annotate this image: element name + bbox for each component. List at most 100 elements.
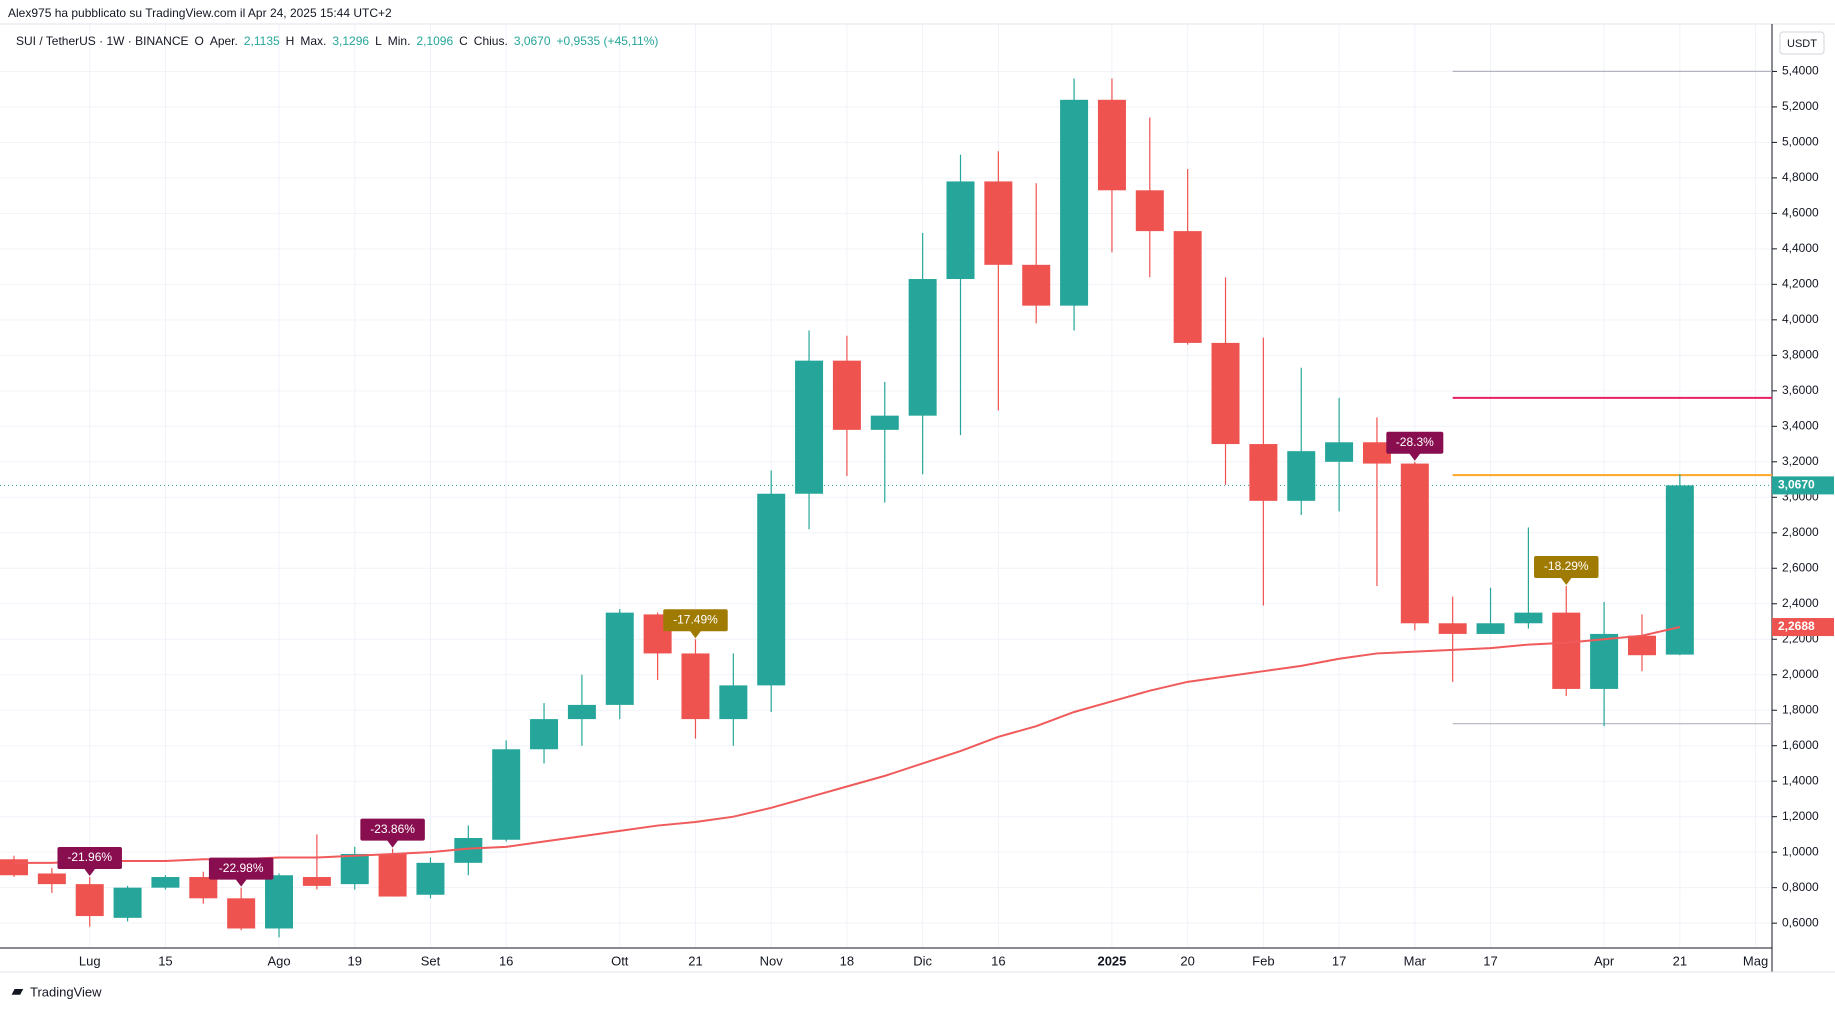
candle-body — [227, 898, 256, 929]
candle-body — [1362, 442, 1391, 464]
candle-body — [1287, 451, 1316, 501]
legend-value: 3,0670 — [514, 34, 551, 48]
annotation-box — [208, 857, 274, 880]
annotation-box — [360, 818, 425, 841]
candle-body — [37, 873, 66, 885]
annotation-box — [1386, 431, 1444, 454]
x-tick-label: 21 — [1673, 953, 1687, 968]
y-tick-label: 1,8000 — [1782, 702, 1819, 716]
price-badge-label: 3,0670 — [1778, 478, 1815, 492]
x-tick-label: Mar — [1404, 953, 1427, 968]
candle-body — [1249, 444, 1278, 501]
x-tick-label: 17 — [1483, 953, 1497, 968]
candle-body — [1173, 231, 1202, 343]
moving-average — [14, 626, 1681, 864]
legend-name: Aper. — [210, 34, 238, 48]
candle-body — [189, 877, 218, 899]
price-badge — [1772, 618, 1834, 637]
candle-body — [340, 853, 369, 885]
y-tick-label: 3,8000 — [1782, 347, 1819, 361]
x-tick-label: Ott — [611, 953, 629, 968]
space — [658, 34, 664, 48]
candle-body — [719, 685, 748, 720]
x-tick-label: Set — [421, 953, 441, 968]
candle-body — [1627, 635, 1656, 656]
y-tick-label: 4,6000 — [1782, 206, 1819, 220]
y-tick-label: 1,2000 — [1782, 809, 1819, 823]
y-tick-label: 5,4000 — [1782, 64, 1819, 78]
annotation-label: -17.49% — [673, 612, 718, 626]
x-tick-label: 18 — [840, 953, 854, 968]
legend-value: 2,1135 — [244, 34, 280, 48]
candle-body — [378, 853, 407, 897]
candle-body — [1211, 342, 1240, 445]
legend-key: C — [459, 34, 468, 48]
candle-body — [1135, 190, 1164, 232]
grid — [0, 24, 1772, 948]
x-tick-label: 16 — [991, 953, 1005, 968]
x-tick-label: Apr — [1594, 953, 1615, 968]
price-badge — [1772, 476, 1834, 495]
x-tick-label: Dic — [913, 953, 932, 968]
x-tick-label: 15 — [158, 953, 172, 968]
candle-body — [416, 862, 445, 895]
legend-name: Chius. — [474, 34, 508, 48]
candle-body — [302, 877, 331, 886]
legend-name: Max. — [300, 34, 326, 48]
candle-body — [0, 859, 28, 876]
currency-box[interactable] — [1779, 31, 1825, 55]
candle-body — [492, 749, 521, 840]
candle-body — [75, 884, 104, 917]
candle-body — [1514, 612, 1543, 624]
annotation-box — [57, 847, 122, 870]
candle-body — [1400, 463, 1429, 624]
footer-logo-icon: ▰ — [11, 983, 24, 999]
candle-body — [113, 887, 142, 918]
candle-body — [151, 877, 180, 888]
candle-body — [1325, 442, 1354, 462]
x-tick-label: 2025 — [1097, 953, 1126, 968]
candle-body — [1476, 623, 1505, 634]
footer: TradingView — [30, 984, 102, 999]
annotation-pointer — [83, 868, 96, 877]
price-badge-label: 2,2688 — [1778, 619, 1815, 633]
annotation-pointer — [689, 630, 702, 639]
annotation-box — [663, 609, 728, 632]
y-tick-label: 1,4000 — [1782, 773, 1819, 787]
legend-name: Min. — [388, 34, 411, 48]
candle-body — [265, 875, 294, 929]
y-tick-label: 4,8000 — [1782, 170, 1819, 184]
candle-body — [1665, 485, 1694, 655]
legend-symbol: SUI / TetherUS · 1W · BINANCE — [16, 34, 188, 48]
candle-body — [908, 279, 937, 416]
y-tick-label: 4,2000 — [1782, 277, 1819, 291]
candle-body — [946, 181, 975, 280]
y-tick-label: 2,6000 — [1782, 560, 1819, 574]
annotation-label: -22.98% — [219, 861, 264, 875]
y-tick-label: 1,0000 — [1782, 844, 1819, 858]
candle-body — [1590, 633, 1619, 689]
currency[interactable]: USDT — [1787, 38, 1817, 50]
annotation-label: -21.96% — [67, 850, 112, 864]
candle-body — [1097, 99, 1126, 191]
y-tick-label: 4,4000 — [1782, 241, 1819, 255]
annotation-pointer — [1408, 452, 1421, 461]
x-tick-label: 20 — [1180, 953, 1194, 968]
x-tick-label: Ago — [267, 953, 290, 968]
x-tick-label: 21 — [688, 953, 702, 968]
y-tick-label: 2,0000 — [1782, 667, 1819, 681]
annotation-pointer — [386, 839, 399, 848]
legend: SUI / TetherUS · 1W · BINANCE O Aper. 2,… — [16, 34, 664, 48]
y-tick-label: 5,0000 — [1782, 135, 1819, 149]
legend-value: 2,1096 — [416, 34, 453, 48]
candle-body — [757, 493, 786, 686]
annotation-pointer — [235, 878, 248, 887]
y-tick-label: 2,8000 — [1782, 525, 1819, 539]
x-tick-label: 16 — [499, 953, 513, 968]
candle-body — [984, 181, 1013, 265]
legend-key: O — [194, 34, 203, 48]
legend-key: H — [286, 34, 295, 48]
candle-body — [1060, 99, 1089, 306]
